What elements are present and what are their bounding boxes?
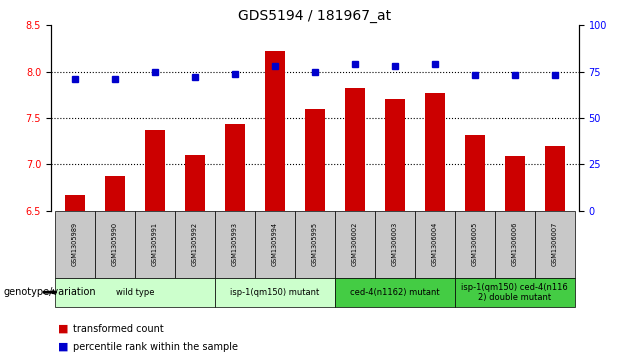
- Bar: [105, 176, 125, 211]
- Bar: [465, 135, 485, 211]
- Bar: [265, 51, 285, 211]
- Bar: [95, 211, 135, 278]
- Bar: [455, 278, 575, 307]
- Bar: [65, 195, 85, 211]
- Bar: [55, 211, 95, 278]
- Bar: [225, 125, 245, 211]
- Text: transformed count: transformed count: [73, 323, 164, 334]
- Text: ced-4(n1162) mutant: ced-4(n1162) mutant: [350, 288, 439, 297]
- Bar: [415, 211, 455, 278]
- Bar: [145, 130, 165, 211]
- Text: GSM1305994: GSM1305994: [272, 222, 278, 266]
- Text: wild type: wild type: [116, 288, 154, 297]
- Bar: [455, 211, 495, 278]
- Text: isp-1(qm150) mutant: isp-1(qm150) mutant: [230, 288, 319, 297]
- Text: isp-1(qm150) ced-4(n116
2) double mutant: isp-1(qm150) ced-4(n116 2) double mutant: [461, 282, 568, 302]
- Bar: [215, 278, 335, 307]
- Bar: [215, 211, 255, 278]
- Text: GSM1305992: GSM1305992: [192, 222, 198, 266]
- Bar: [535, 211, 575, 278]
- Bar: [175, 211, 215, 278]
- Bar: [185, 155, 205, 211]
- Text: GSM1305993: GSM1305993: [232, 222, 238, 266]
- Bar: [335, 278, 455, 307]
- Bar: [375, 211, 415, 278]
- Text: GSM1306004: GSM1306004: [432, 222, 438, 266]
- Bar: [345, 88, 365, 211]
- Text: ■: ■: [59, 323, 69, 334]
- Bar: [55, 278, 215, 307]
- Bar: [425, 93, 445, 211]
- Text: genotype/variation: genotype/variation: [3, 287, 96, 297]
- Bar: [255, 211, 295, 278]
- Title: GDS5194 / 181967_at: GDS5194 / 181967_at: [238, 9, 391, 23]
- Text: GSM1305991: GSM1305991: [152, 222, 158, 266]
- Text: percentile rank within the sample: percentile rank within the sample: [73, 342, 238, 352]
- Text: GSM1306003: GSM1306003: [392, 222, 398, 266]
- Text: GSM1306007: GSM1306007: [552, 222, 558, 266]
- Text: ■: ■: [59, 342, 69, 352]
- Bar: [385, 99, 404, 211]
- Bar: [305, 109, 325, 211]
- Bar: [495, 211, 535, 278]
- Bar: [545, 146, 565, 211]
- Bar: [135, 211, 175, 278]
- Text: GSM1306006: GSM1306006: [512, 222, 518, 266]
- Text: GSM1306005: GSM1306005: [472, 222, 478, 266]
- Bar: [505, 156, 525, 211]
- Bar: [295, 211, 335, 278]
- Text: GSM1306002: GSM1306002: [352, 222, 358, 266]
- Text: GSM1305989: GSM1305989: [72, 222, 78, 266]
- Text: GSM1305990: GSM1305990: [112, 222, 118, 266]
- Bar: [335, 211, 375, 278]
- Text: GSM1305995: GSM1305995: [312, 222, 318, 266]
